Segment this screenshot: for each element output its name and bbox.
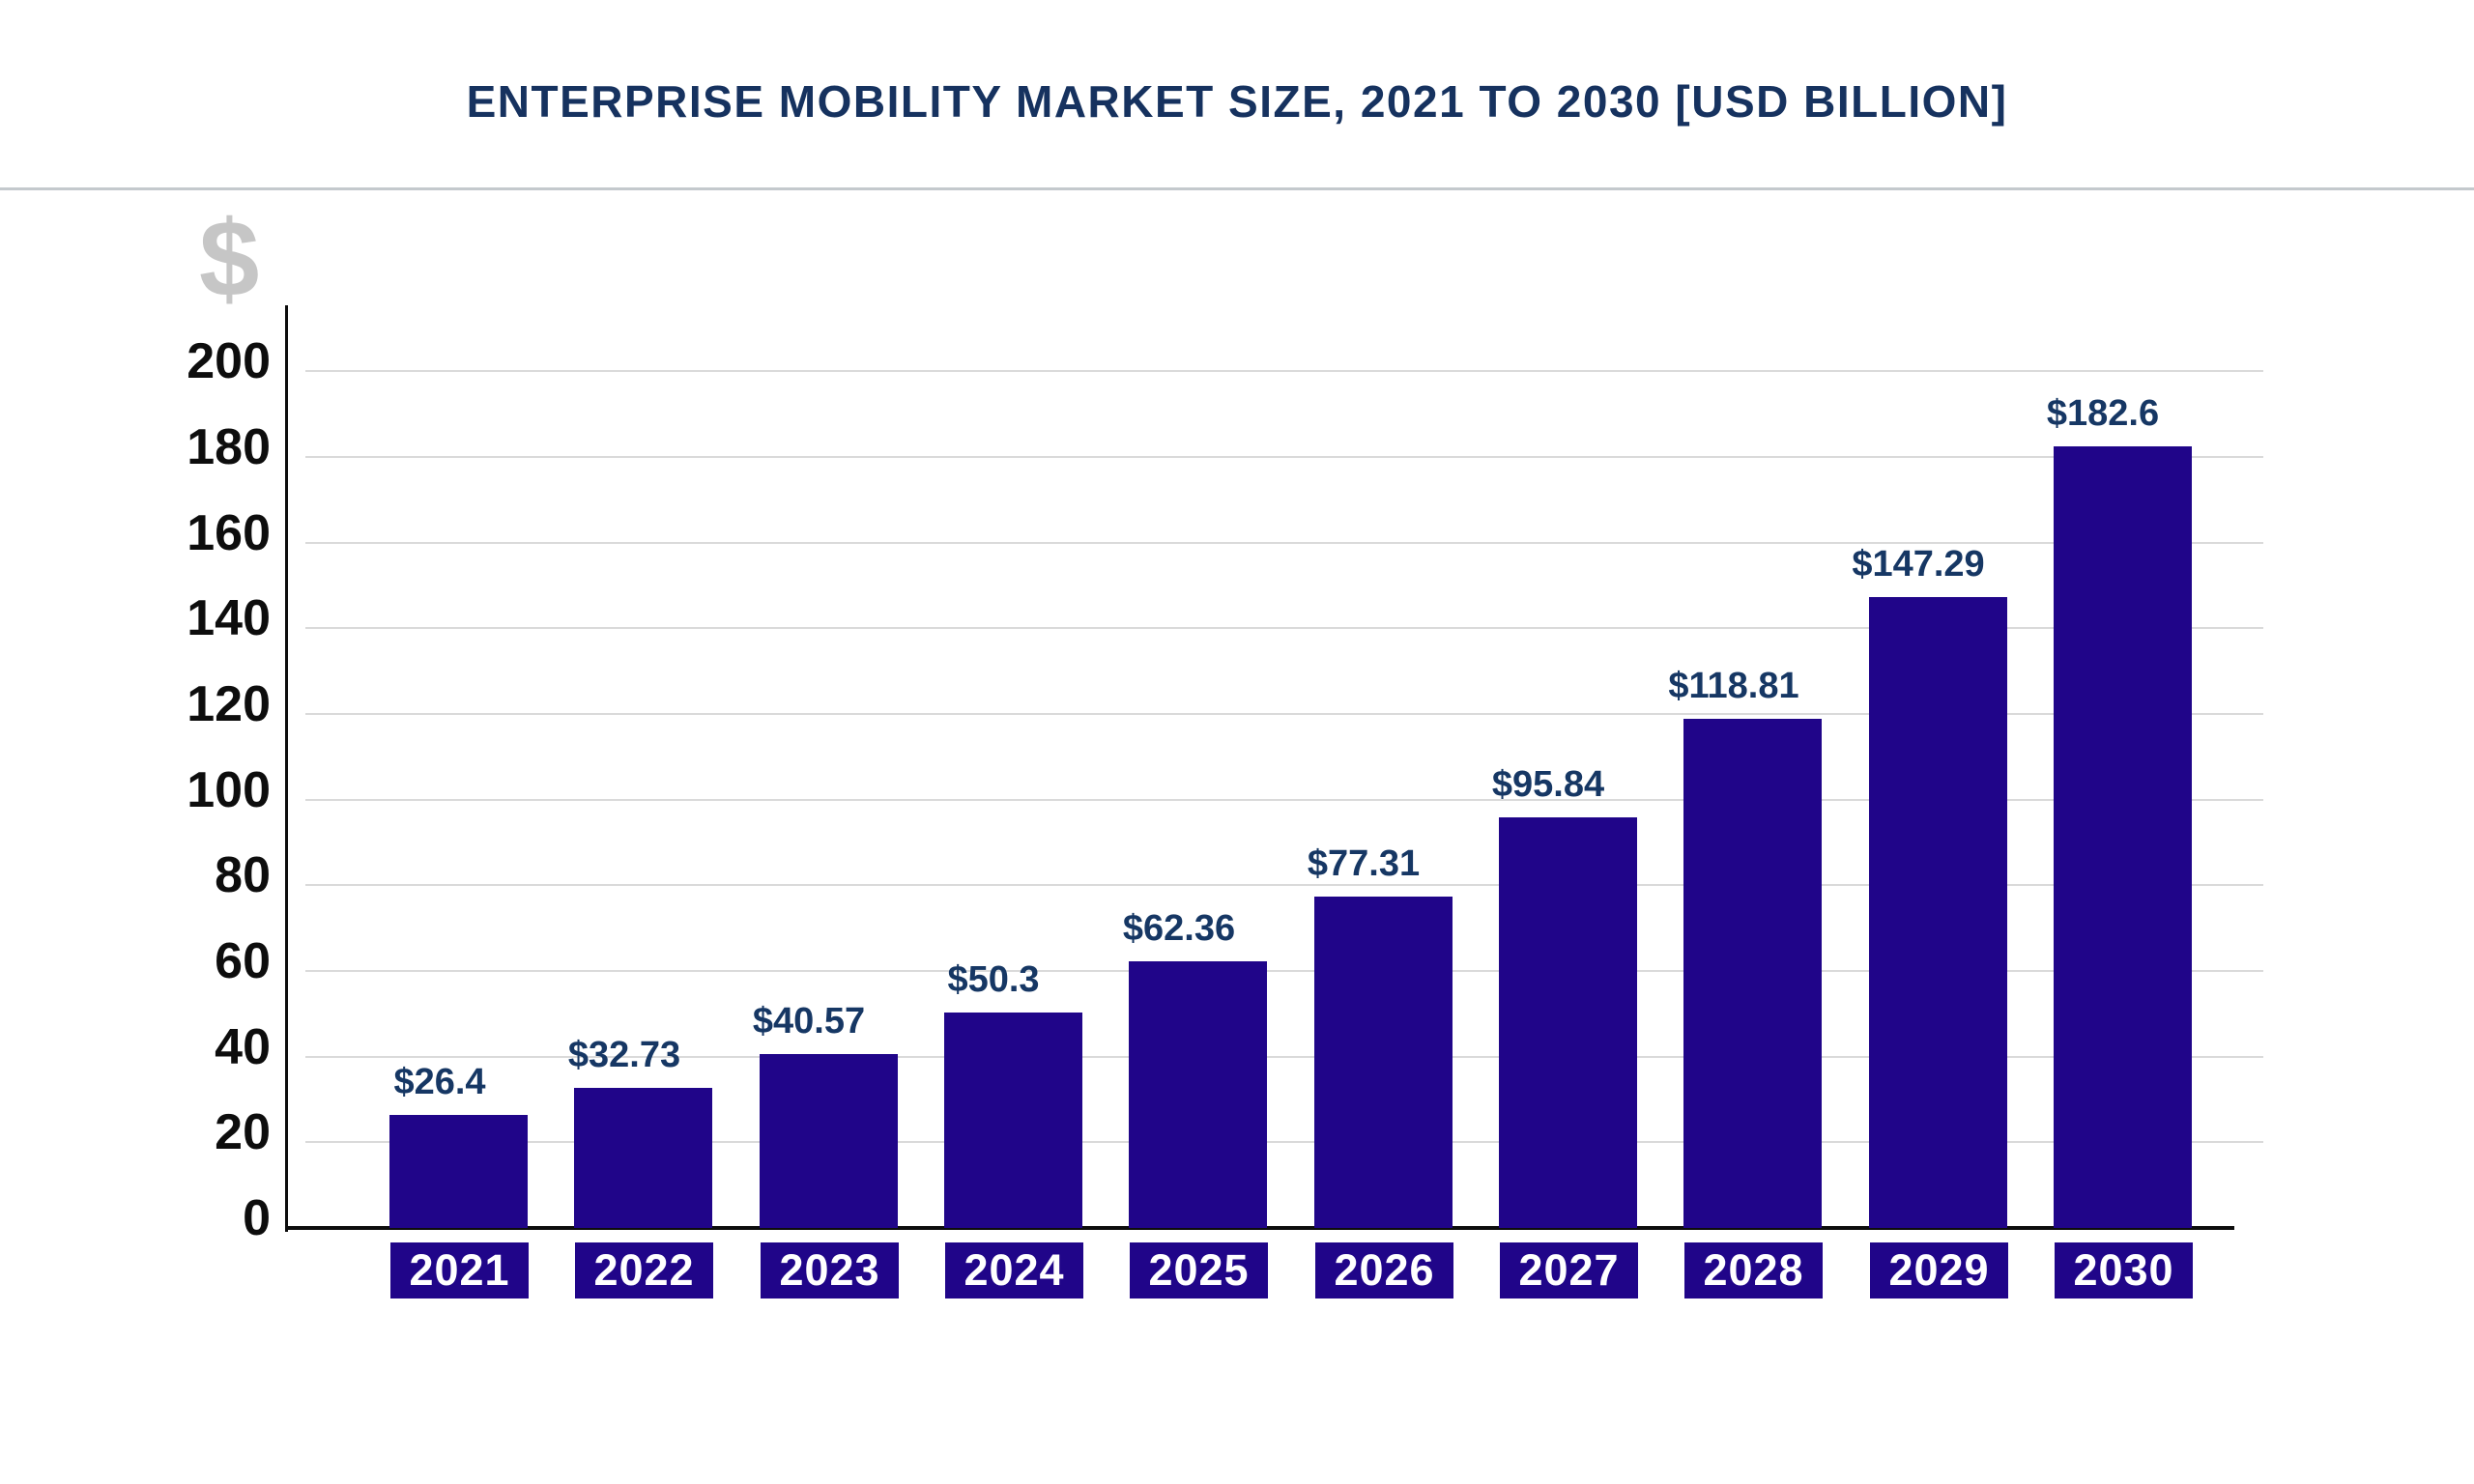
bar-value-label: $147.29: [1852, 544, 1985, 585]
y-axis-tick-label: 100: [187, 761, 271, 818]
gridline: [305, 884, 2263, 887]
x-axis-label-2022: 2022: [575, 1242, 713, 1298]
bar-2026: [1314, 897, 1453, 1228]
gridline: [305, 370, 2263, 373]
y-axis-tick-label: 60: [215, 933, 271, 990]
gridline: [305, 627, 2263, 630]
x-axis-line: [285, 1226, 2234, 1230]
x-axis-label-2021: 2021: [390, 1242, 529, 1298]
y-axis-tick-label: 40: [215, 1018, 271, 1075]
bar-value-label: $62.36: [1122, 908, 1236, 949]
bar-value-label: $95.84: [1491, 764, 1605, 805]
bar-2025: [1129, 961, 1267, 1228]
y-axis-tick-label: 120: [187, 676, 271, 733]
x-axis-label-2027: 2027: [1500, 1242, 1638, 1298]
x-axis-label-2030: 2030: [2055, 1242, 2193, 1298]
bar-2027: [1499, 817, 1637, 1228]
bar-2028: [1683, 719, 1822, 1228]
gridline: [305, 1141, 2263, 1144]
header-divider: [0, 187, 2474, 190]
y-axis-tick-label: 140: [187, 590, 271, 647]
gridline: [305, 541, 2263, 544]
bar-value-label: $32.73: [567, 1035, 681, 1075]
y-axis-tick-label: 200: [187, 333, 271, 390]
x-axis-label-2026: 2026: [1315, 1242, 1453, 1298]
gridline: [305, 1055, 2263, 1058]
x-axis-label-2029: 2029: [1870, 1242, 2008, 1298]
y-axis-tick-label: 160: [187, 504, 271, 561]
chart-title: ENTERPRISE MOBILITY MARKET SIZE, 2021 TO…: [466, 76, 2008, 127]
gridline: [305, 713, 2263, 716]
x-axis-label-2023: 2023: [761, 1242, 899, 1298]
y-axis-tick-label: 0: [243, 1190, 271, 1246]
bar-2022: [574, 1088, 712, 1228]
currency-watermark: $: [199, 198, 260, 319]
y-axis-tick-label: 80: [215, 847, 271, 904]
bar-value-label: $182.6: [2046, 393, 2160, 434]
bar-2030: [2054, 446, 2192, 1228]
x-axis-label-2028: 2028: [1684, 1242, 1823, 1298]
y-axis-tick-label: 180: [187, 419, 271, 476]
bar-value-label: $118.81: [1668, 666, 1799, 706]
bar-value-label: $26.4: [393, 1062, 486, 1102]
bar-value-label: $50.3: [947, 959, 1040, 1000]
y-axis-line: [285, 305, 288, 1232]
gridline: [305, 456, 2263, 459]
y-axis-tick-label: 20: [215, 1104, 271, 1161]
gridline: [305, 970, 2263, 973]
gridline: [305, 798, 2263, 801]
bar-2023: [760, 1054, 898, 1228]
bar-value-label: $77.31: [1307, 843, 1421, 884]
bar-2021: [389, 1115, 528, 1228]
x-axis-label-2024: 2024: [945, 1242, 1083, 1298]
bar-2029: [1869, 597, 2007, 1228]
bar-2024: [944, 1013, 1082, 1228]
x-axis-label-2025: 2025: [1130, 1242, 1268, 1298]
bar-value-label: $40.57: [752, 1001, 866, 1042]
